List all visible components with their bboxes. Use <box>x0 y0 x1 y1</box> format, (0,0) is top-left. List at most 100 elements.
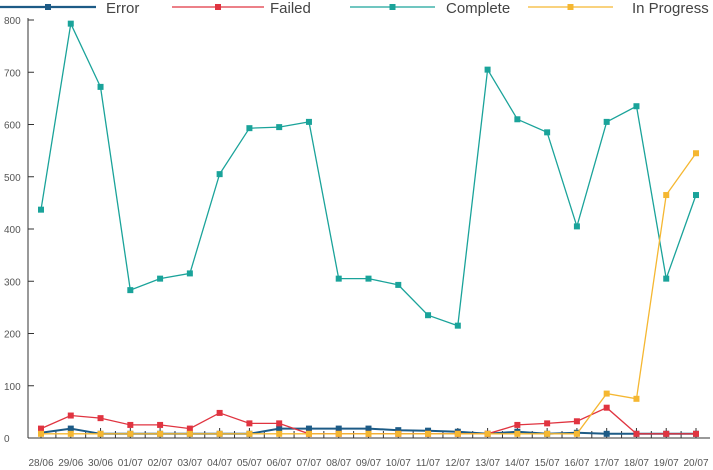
data-point <box>276 420 283 427</box>
data-point <box>305 430 312 437</box>
data-point <box>395 427 402 434</box>
legend-marker <box>567 4 574 10</box>
data-point <box>454 430 461 437</box>
legend-marker <box>389 4 396 10</box>
legend-label: In Progress <box>632 0 709 17</box>
plot-area <box>38 20 699 437</box>
y-tick-label: 0 <box>4 434 10 445</box>
data-point <box>216 409 223 416</box>
x-tick-label: 14/07 <box>505 458 530 469</box>
data-point <box>186 270 193 277</box>
data-point <box>603 118 610 125</box>
x-tick-label: 29/06 <box>58 458 83 469</box>
y-tick-label: 600 <box>4 121 21 132</box>
x-tick-label: 28/06 <box>28 458 53 469</box>
data-point <box>67 20 74 27</box>
data-point <box>276 124 283 131</box>
data-point <box>484 430 491 437</box>
x-tick-label: 30/06 <box>88 458 113 469</box>
data-point <box>633 430 640 437</box>
data-point <box>573 223 580 230</box>
x-tick-label: 12/07 <box>445 458 470 469</box>
y-tick-label: 500 <box>4 173 21 184</box>
data-point <box>97 415 104 422</box>
data-point <box>693 430 699 437</box>
y-tick-label: 700 <box>4 68 21 79</box>
data-point <box>38 430 44 437</box>
x-tick-label: 17/07 <box>594 458 619 469</box>
data-point <box>573 430 580 437</box>
data-point <box>186 430 193 437</box>
legend-label: Complete <box>446 0 510 17</box>
legend-label: Failed <box>270 0 311 17</box>
data-point <box>246 125 253 132</box>
legend-item-complete: Complete <box>350 0 510 17</box>
data-point <box>186 425 193 432</box>
data-point <box>335 275 342 282</box>
data-point <box>67 430 74 437</box>
x-tick-label: 01/07 <box>118 458 143 469</box>
series-line-in-progress <box>41 152 697 435</box>
data-point <box>97 430 104 437</box>
x-tick-label: 03/07 <box>177 458 202 469</box>
data-point <box>633 395 640 402</box>
data-point <box>38 425 44 432</box>
legend-marker <box>215 4 221 10</box>
data-point <box>216 430 223 437</box>
data-point <box>97 83 104 90</box>
x-tick-label: 02/07 <box>148 458 173 469</box>
data-point <box>573 418 580 425</box>
data-point <box>484 66 491 73</box>
data-point <box>157 430 164 437</box>
legend-label: Error <box>106 0 139 17</box>
data-point <box>395 430 402 437</box>
data-point <box>425 427 432 434</box>
data-point <box>514 116 521 123</box>
x-tick-label: 08/07 <box>326 458 351 469</box>
data-point <box>246 430 253 437</box>
data-point <box>246 420 253 427</box>
x-tick-label: 06/07 <box>267 458 292 469</box>
x-tick-label: 19/07 <box>654 458 679 469</box>
legend-item-failed: Failed <box>172 0 311 17</box>
data-point <box>335 425 342 432</box>
x-tick-label: 16/07 <box>564 458 589 469</box>
y-tick-label: 800 <box>4 16 21 27</box>
y-axis: 0 100 200 300 400 500 600 700 800 <box>4 16 34 445</box>
data-point <box>544 430 551 437</box>
data-point <box>663 430 670 437</box>
data-point <box>67 425 74 432</box>
data-point <box>514 421 521 428</box>
x-tick-label: 11/07 <box>416 458 441 469</box>
data-point <box>305 425 312 432</box>
data-point <box>425 312 432 319</box>
data-point <box>127 287 134 294</box>
y-tick-label: 400 <box>4 225 21 236</box>
data-point <box>335 430 342 437</box>
data-point <box>127 421 134 428</box>
data-point <box>216 171 223 178</box>
legend-item-error: Error <box>0 0 139 17</box>
x-tick-label: 07/07 <box>296 458 321 469</box>
data-point <box>38 206 44 213</box>
data-point <box>365 425 372 432</box>
y-tick-label: 300 <box>4 277 21 288</box>
x-tick-label: 05/07 <box>237 458 262 469</box>
data-point <box>633 103 640 110</box>
data-point <box>603 390 610 397</box>
legend-marker <box>45 4 51 10</box>
x-tick-label: 09/07 <box>356 458 381 469</box>
data-point <box>365 430 372 437</box>
x-tick-label: 20/07 <box>683 458 708 469</box>
data-point <box>454 322 461 329</box>
data-point <box>603 430 610 437</box>
data-point <box>305 118 312 125</box>
x-tick-label: 15/07 <box>535 458 560 469</box>
x-tick-label: 10/07 <box>386 458 411 469</box>
data-point <box>157 275 164 282</box>
data-point <box>693 150 699 157</box>
x-tick-label: 18/07 <box>624 458 649 469</box>
data-point <box>603 404 610 411</box>
data-point <box>276 430 283 437</box>
